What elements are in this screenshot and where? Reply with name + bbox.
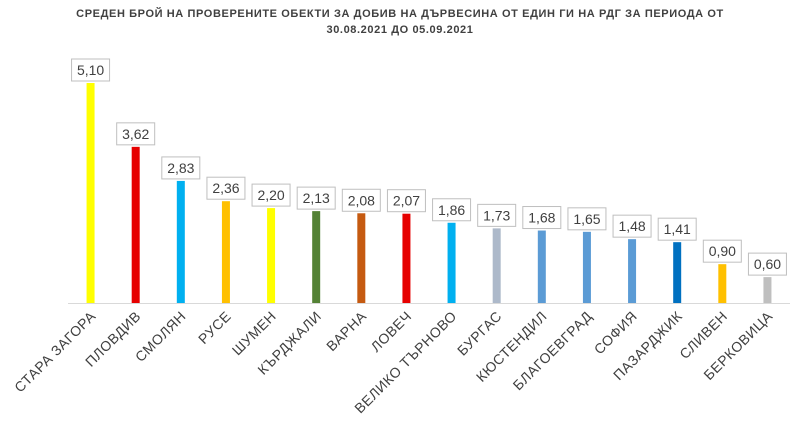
data-label: 1,41 (664, 221, 691, 237)
chart-title-line-1: СРЕДЕН БРОЙ НА ПРОВЕРЕНИТЕ ОБЕКТИ ЗА ДОБ… (76, 8, 724, 20)
data-label-box (747, 252, 787, 276)
category-label: РУСЕ (195, 308, 234, 347)
bar (357, 213, 366, 303)
data-label-box (386, 189, 426, 213)
data-label-box (702, 239, 742, 263)
data-label-box (657, 217, 697, 241)
data-label-box (161, 156, 201, 180)
data-label-box (71, 58, 111, 82)
data-label: 2,20 (257, 187, 284, 203)
category-label: СТАРА ЗАГОРА (11, 308, 99, 396)
bar (763, 277, 772, 303)
data-label-box (296, 186, 336, 210)
data-label: 1,65 (573, 211, 600, 227)
bar (718, 264, 727, 303)
bar (537, 230, 546, 303)
data-label: 2,07 (393, 193, 420, 209)
data-label: 1,68 (528, 210, 555, 226)
bar (673, 242, 682, 303)
bar (221, 201, 230, 303)
data-label-box (477, 203, 517, 227)
bar (267, 208, 276, 303)
category-label: БЛАГОЕВГРАД (510, 308, 595, 393)
bar (447, 222, 456, 303)
bar (628, 239, 637, 303)
bar (492, 228, 501, 303)
data-label: 3,62 (122, 126, 149, 142)
data-label: 1,86 (438, 202, 465, 218)
data-label: 2,08 (348, 192, 375, 208)
bar (131, 146, 140, 303)
data-label: 5,10 (77, 62, 104, 78)
data-label-box (612, 214, 652, 238)
bar (582, 231, 591, 303)
data-label: 2,13 (303, 190, 330, 206)
data-label-box (206, 176, 246, 200)
data-label-box (432, 198, 472, 222)
data-label: 1,48 (618, 218, 645, 234)
data-label-box (567, 207, 607, 231)
bar (176, 180, 185, 303)
data-label: 0,90 (709, 243, 736, 259)
data-label-box (341, 188, 381, 212)
category-label: ВАРНА (323, 308, 369, 354)
chart-title-line-2: 30.08.2021 ДО 05.09.2021 (326, 24, 474, 36)
data-label: 2,36 (212, 180, 239, 196)
data-label-box (251, 183, 291, 207)
data-label: 1,73 (483, 207, 510, 223)
data-label-box (116, 122, 156, 146)
bar (86, 83, 95, 303)
chart-title: СРЕДЕН БРОЙ НА ПРОВЕРЕНИТЕ ОБЕКТИ ЗА ДОБ… (0, 6, 800, 38)
data-label: 2,83 (167, 160, 194, 176)
data-label: 0,60 (754, 256, 781, 272)
data-label-box (522, 206, 562, 230)
bar (402, 213, 411, 303)
bar (312, 211, 321, 303)
